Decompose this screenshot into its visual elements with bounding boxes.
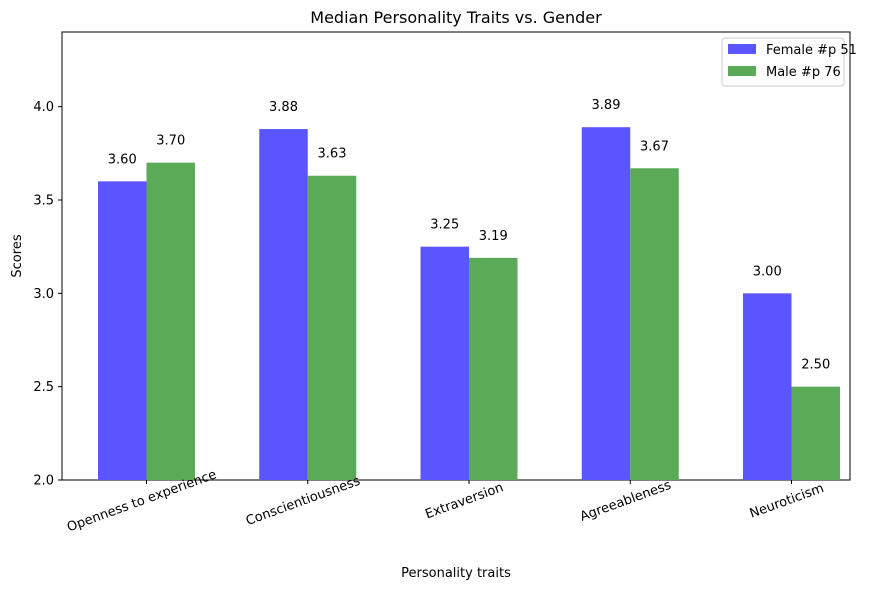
legend-swatch-female bbox=[728, 44, 756, 54]
x-tick-label-extraversion: Extraversion bbox=[423, 480, 505, 522]
bar-male-agreeableness bbox=[630, 168, 679, 480]
bar-male-openness bbox=[146, 162, 195, 480]
bars-group bbox=[98, 127, 840, 481]
bar-female-neuroticism bbox=[743, 293, 792, 480]
data-label-male-openness: 3.70 bbox=[156, 134, 185, 149]
bar-female-agreeableness bbox=[581, 127, 631, 480]
y-tick-label: 2.0 bbox=[33, 474, 54, 489]
bar-female-extraversion bbox=[420, 246, 469, 480]
bar-male-extraversion bbox=[469, 257, 518, 480]
data-label-female-neuroticism: 3.00 bbox=[753, 264, 782, 279]
y-tick-label: 2.5 bbox=[33, 380, 54, 395]
x-tick-label-conscientiousness: Conscientiousness bbox=[244, 474, 363, 529]
data-label-male-agreeableness: 3.67 bbox=[640, 139, 669, 154]
y-tick-label: 4.0 bbox=[33, 100, 54, 115]
data-label-female-conscientiousness: 3.88 bbox=[269, 100, 298, 115]
bar-female-conscientiousness bbox=[259, 129, 308, 481]
y-axis: 2.0 2.5 3.0 3.5 4.0 bbox=[33, 100, 62, 489]
data-label-female-extraversion: 3.25 bbox=[430, 218, 459, 233]
data-label-female-openness: 3.60 bbox=[108, 152, 137, 167]
x-axis-label: Personality traits bbox=[401, 566, 511, 581]
bar-male-neuroticism bbox=[791, 386, 840, 480]
legend-label-female: Female #p 51 bbox=[766, 43, 857, 58]
legend-swatch-male bbox=[728, 66, 756, 76]
bar-male-conscientiousness bbox=[307, 175, 357, 480]
bar-female-openness bbox=[98, 181, 147, 481]
x-tick-label-neuroticism: Neuroticism bbox=[748, 481, 826, 522]
data-label-female-agreeableness: 3.89 bbox=[592, 98, 621, 113]
y-tick-label: 3.0 bbox=[33, 287, 54, 302]
legend-label-male: Male #p 76 bbox=[766, 65, 841, 80]
data-label-male-extraversion: 3.19 bbox=[479, 229, 508, 244]
x-tick-label-agreeableness: Agreeableness bbox=[578, 478, 673, 525]
chart-title: Median Personality Traits vs. Gender bbox=[310, 8, 602, 27]
y-axis-label: Scores bbox=[10, 234, 25, 277]
y-tick-label: 3.5 bbox=[33, 194, 54, 209]
data-label-male-neuroticism: 2.50 bbox=[801, 358, 830, 373]
legend: Female #p 51 Male #p 76 bbox=[721, 37, 857, 87]
data-labels-group: 3.60 3.88 3.25 3.89 3.00 3.70 3.63 3.19 3.67 2.50 bbox=[108, 98, 830, 372]
data-label-male-conscientiousness: 3.63 bbox=[318, 147, 347, 162]
